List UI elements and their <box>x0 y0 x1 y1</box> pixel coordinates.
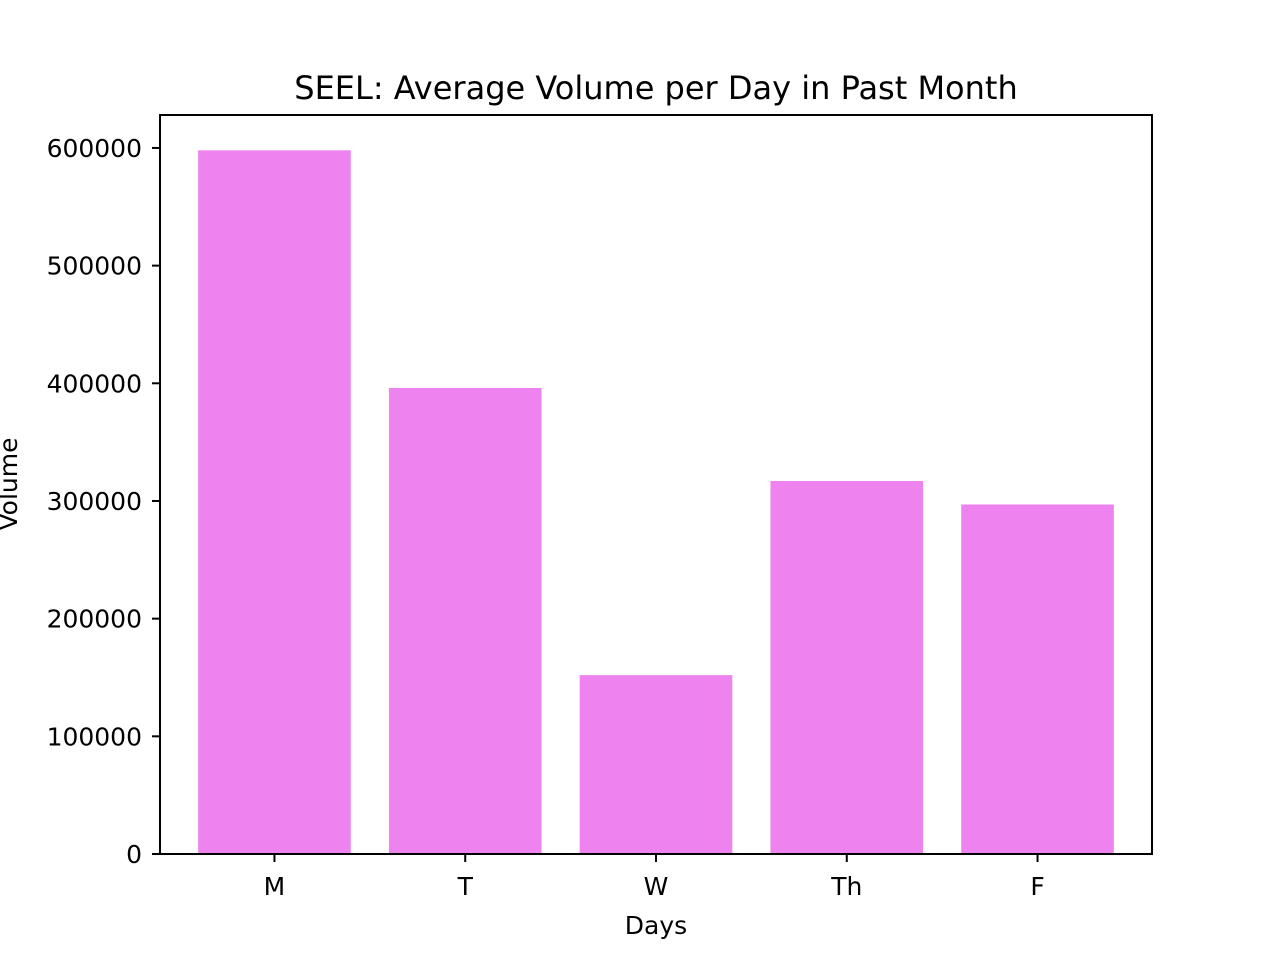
x-tick-label: M <box>264 872 286 901</box>
y-axis-label: Volume <box>0 438 23 531</box>
bars-group <box>198 150 1114 854</box>
x-axis-label: Days <box>625 911 687 940</box>
x-tick-label: T <box>457 872 474 901</box>
y-tick-label: 500000 <box>47 252 142 281</box>
y-tick-label: 300000 <box>47 487 142 516</box>
x-tick-label: Th <box>830 872 862 901</box>
bar-m <box>198 150 351 854</box>
plot-frame <box>159 114 1153 855</box>
chart-title: SEEL: Average Volume per Day in Past Mon… <box>294 69 1017 107</box>
bar-f <box>961 504 1114 854</box>
y-tick-label: 600000 <box>47 134 142 163</box>
y-axis-ticks: 0 100000 200000 300000 400000 500000 600000 <box>47 134 160 869</box>
y-tick-label: 200000 <box>47 605 142 634</box>
bar-th <box>770 480 924 854</box>
x-tick-label: F <box>1030 872 1044 901</box>
y-tick-label: 400000 <box>47 369 142 398</box>
bar-w <box>579 675 733 854</box>
y-tick-label: 100000 <box>47 722 142 751</box>
x-axis-ticks: M T W Th F <box>264 854 1045 901</box>
bar-t <box>388 388 542 854</box>
y-tick-label: 0 <box>126 840 142 869</box>
x-tick-label: W <box>644 872 669 901</box>
